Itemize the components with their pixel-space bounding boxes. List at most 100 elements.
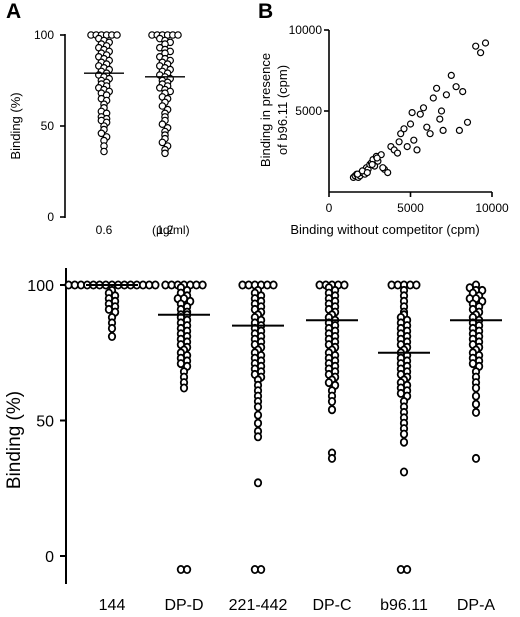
y-tick-label-50: 50	[41, 119, 55, 133]
scatter-point	[426, 130, 434, 138]
point-144	[151, 280, 160, 290]
scatter-point	[439, 126, 447, 134]
panel-b-y-axis-title-line1: Binding in presence	[258, 53, 273, 167]
scatter-point	[395, 138, 403, 146]
panel-a-y-axis-title: Binding (%)	[8, 92, 23, 159]
panel-a-points	[87, 31, 182, 158]
scatter-point	[368, 160, 376, 169]
scatter-point	[393, 149, 402, 157]
point-dp-c	[340, 280, 349, 290]
scatter-point	[413, 146, 421, 154]
point-0-6	[113, 31, 121, 39]
y-tick-label-100: 100	[34, 28, 54, 42]
panel-bottom-means	[86, 284, 502, 354]
x-label-b96-11: b96.11	[380, 597, 428, 614]
point-b96-11	[402, 565, 412, 575]
point-1-2	[161, 149, 169, 158]
panel-bottom: 0 50 100 Binding (%) 144 DP-D 221-442 DP-C b96…	[4, 268, 502, 614]
panel-a-y-ticks: 0 50 100	[34, 28, 65, 224]
scatter-point	[472, 42, 480, 50]
panel-bottom-y-axis-title: Binding (%)	[4, 391, 25, 489]
panel-b-letter: B	[258, 0, 273, 23]
x-tick-label-10000: 10000	[475, 201, 509, 215]
point-dp-c	[327, 396, 337, 406]
panel-a-letter: A	[6, 0, 21, 23]
point-dp-c	[327, 405, 337, 415]
point-0-6	[100, 147, 108, 156]
scatter-point	[419, 104, 428, 112]
scatter-point	[423, 123, 431, 131]
point-221-442	[253, 478, 263, 488]
y-tick-label-0: 0	[45, 549, 54, 566]
point-1-2	[158, 120, 167, 129]
point-1-2	[158, 138, 167, 147]
x-label-dp-a: DP-A	[457, 597, 496, 614]
scatter-point	[447, 71, 455, 80]
scatter-point	[463, 118, 472, 126]
point-0-6	[97, 129, 106, 138]
scatter-point	[433, 84, 441, 92]
scatter-point	[442, 91, 450, 99]
point-1-2	[158, 102, 167, 110]
y-tick-label-50: 50	[36, 414, 54, 431]
scatter-point	[459, 87, 467, 96]
scatter-point	[384, 169, 392, 177]
point-b96-11	[399, 437, 409, 447]
point-1-2	[174, 31, 182, 39]
scatter-point	[429, 94, 437, 102]
point-144	[107, 323, 117, 333]
scatter-point	[410, 136, 418, 144]
x-tick-label-5000: 5000	[397, 201, 424, 215]
point-144	[107, 331, 117, 341]
point-dp-a	[471, 383, 481, 393]
panel-bottom-points	[64, 280, 487, 575]
scatter-point	[406, 120, 415, 128]
point-dp-d	[198, 280, 207, 290]
x-tick-label-0: 0	[326, 201, 333, 215]
scatter-point	[416, 110, 424, 118]
point-221-442	[253, 402, 263, 412]
point-221-442	[253, 418, 263, 428]
point-b96-11	[412, 280, 421, 290]
point-221-442	[269, 280, 278, 290]
point-dp-a	[471, 399, 481, 409]
point-221-442	[253, 410, 263, 420]
x-label-dp-d: DP-D	[164, 597, 203, 614]
panel-bottom-x-labels: 144 DP-D 221-442 DP-C b96.11 DP-A	[99, 597, 496, 614]
scatter-point	[400, 125, 408, 133]
panel-a-x-labels: 0.6 1.2	[96, 223, 174, 237]
panel-b-y-ticks: 5000 10000	[289, 23, 329, 118]
scatter-point	[408, 108, 416, 117]
y-tick-label-5000: 5000	[295, 104, 322, 118]
point-dp-a	[471, 453, 481, 463]
x-label-1-2: 1.2	[157, 223, 174, 237]
scatter-point	[363, 169, 371, 177]
y-tick-label-0: 0	[47, 210, 54, 224]
point-221-442	[253, 432, 263, 442]
x-label-144: 144	[99, 597, 126, 614]
panel-a-means	[84, 72, 185, 78]
scatter-point	[455, 126, 463, 134]
panel-a: A 0 50 100 Binding (%) 0.6 1.2 (µg/ml)	[6, 0, 190, 237]
panel-b: B 0 5000 10000 5000 10000 Binding in presen…	[258, 0, 509, 237]
scatter-point	[481, 39, 490, 47]
scatter-point	[452, 83, 460, 91]
point-221-442	[256, 565, 266, 575]
point-dp-a	[471, 391, 481, 401]
scatter-point	[437, 107, 446, 115]
point-b96-11	[399, 429, 409, 439]
y-tick-label-100: 100	[27, 278, 54, 295]
point-b96-11	[399, 467, 409, 477]
x-label-dp-c: DP-C	[312, 597, 351, 614]
panel-b-points	[349, 39, 490, 181]
panel-bottom-y-ticks: 0 50 100	[27, 278, 66, 566]
scatter-point	[379, 164, 387, 172]
scatter-point	[477, 49, 485, 57]
scatter-point	[397, 130, 405, 138]
x-label-0-6: 0.6	[96, 223, 113, 237]
scatter-point	[373, 154, 381, 162]
scatter-point	[353, 170, 362, 178]
panel-b-x-axis-title: Binding without competitor (cpm)	[290, 222, 479, 237]
x-label-221-442: 221-442	[229, 597, 288, 614]
